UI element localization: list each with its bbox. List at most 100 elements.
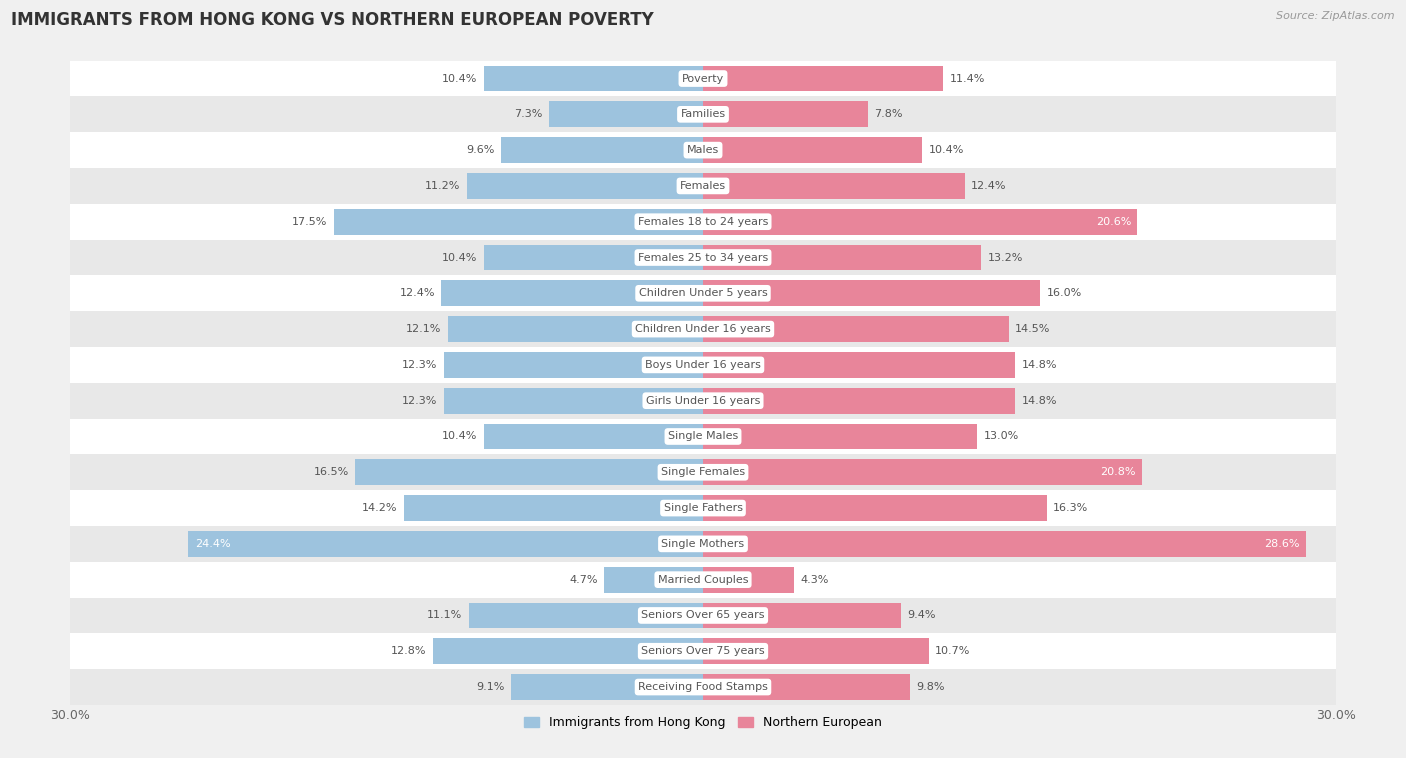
Text: 20.6%: 20.6% xyxy=(1095,217,1130,227)
Bar xyxy=(70,383,1336,418)
Text: Females 25 to 34 years: Females 25 to 34 years xyxy=(638,252,768,262)
Text: 14.8%: 14.8% xyxy=(1021,360,1057,370)
Bar xyxy=(404,495,703,521)
Text: Married Couples: Married Couples xyxy=(658,575,748,584)
Text: 4.7%: 4.7% xyxy=(569,575,598,584)
Text: 11.2%: 11.2% xyxy=(425,181,461,191)
Text: Receiving Food Stamps: Receiving Food Stamps xyxy=(638,682,768,692)
Bar xyxy=(703,102,868,127)
Text: Males: Males xyxy=(688,145,718,155)
Bar xyxy=(70,597,1336,634)
Bar xyxy=(703,173,965,199)
Text: Single Males: Single Males xyxy=(668,431,738,441)
Text: 10.4%: 10.4% xyxy=(441,431,478,441)
Text: Poverty: Poverty xyxy=(682,74,724,83)
Bar xyxy=(703,316,1010,342)
Text: 20.8%: 20.8% xyxy=(1099,467,1136,478)
Bar xyxy=(703,245,981,271)
Bar xyxy=(70,275,1336,312)
Bar xyxy=(703,352,1015,377)
Text: Seniors Over 75 years: Seniors Over 75 years xyxy=(641,647,765,656)
Bar xyxy=(703,280,1040,306)
Legend: Immigrants from Hong Kong, Northern European: Immigrants from Hong Kong, Northern Euro… xyxy=(519,711,887,735)
Bar xyxy=(188,531,703,556)
Bar xyxy=(703,208,1137,235)
Text: 12.1%: 12.1% xyxy=(406,324,441,334)
Bar xyxy=(70,562,1336,597)
Text: IMMIGRANTS FROM HONG KONG VS NORTHERN EUROPEAN POVERTY: IMMIGRANTS FROM HONG KONG VS NORTHERN EU… xyxy=(11,11,654,30)
Bar xyxy=(484,424,703,449)
Text: 16.3%: 16.3% xyxy=(1053,503,1088,513)
Text: 16.5%: 16.5% xyxy=(314,467,349,478)
Bar xyxy=(501,137,703,163)
Text: 4.3%: 4.3% xyxy=(800,575,828,584)
Bar xyxy=(703,424,977,449)
Bar xyxy=(484,245,703,271)
Bar xyxy=(70,526,1336,562)
Text: 7.3%: 7.3% xyxy=(515,109,543,119)
Bar xyxy=(703,388,1015,414)
Text: 11.4%: 11.4% xyxy=(950,74,986,83)
Bar xyxy=(441,280,703,306)
Text: 24.4%: 24.4% xyxy=(195,539,231,549)
Bar xyxy=(703,495,1046,521)
Bar xyxy=(449,316,703,342)
Bar xyxy=(703,137,922,163)
Text: Girls Under 16 years: Girls Under 16 years xyxy=(645,396,761,406)
Text: 16.0%: 16.0% xyxy=(1046,288,1083,299)
Text: 14.2%: 14.2% xyxy=(361,503,398,513)
Bar xyxy=(444,352,703,377)
Text: 9.4%: 9.4% xyxy=(908,610,936,621)
Text: 12.4%: 12.4% xyxy=(972,181,1007,191)
Text: Boys Under 16 years: Boys Under 16 years xyxy=(645,360,761,370)
Bar xyxy=(354,459,703,485)
Text: Single Fathers: Single Fathers xyxy=(664,503,742,513)
Bar xyxy=(70,418,1336,454)
Text: 12.3%: 12.3% xyxy=(402,396,437,406)
Bar xyxy=(512,674,703,700)
Text: 12.8%: 12.8% xyxy=(391,647,427,656)
Text: Single Mothers: Single Mothers xyxy=(661,539,745,549)
Bar xyxy=(70,240,1336,275)
Text: 12.3%: 12.3% xyxy=(402,360,437,370)
Bar xyxy=(444,388,703,414)
Bar xyxy=(70,634,1336,669)
Text: 10.4%: 10.4% xyxy=(441,74,478,83)
Bar xyxy=(703,66,943,92)
Text: 7.8%: 7.8% xyxy=(873,109,903,119)
Text: 9.8%: 9.8% xyxy=(917,682,945,692)
Text: 14.5%: 14.5% xyxy=(1015,324,1050,334)
Bar xyxy=(433,638,703,664)
Text: Children Under 16 years: Children Under 16 years xyxy=(636,324,770,334)
Text: Families: Families xyxy=(681,109,725,119)
Text: Females: Females xyxy=(681,181,725,191)
Bar xyxy=(467,173,703,199)
Text: 9.6%: 9.6% xyxy=(465,145,495,155)
Bar xyxy=(70,168,1336,204)
Bar xyxy=(703,674,910,700)
Text: 28.6%: 28.6% xyxy=(1264,539,1299,549)
Bar xyxy=(703,638,929,664)
Text: 14.8%: 14.8% xyxy=(1021,396,1057,406)
Bar xyxy=(484,66,703,92)
Text: 17.5%: 17.5% xyxy=(292,217,328,227)
Text: 10.7%: 10.7% xyxy=(935,647,970,656)
Text: 12.4%: 12.4% xyxy=(399,288,436,299)
Text: 11.1%: 11.1% xyxy=(427,610,463,621)
Text: Children Under 5 years: Children Under 5 years xyxy=(638,288,768,299)
Text: 10.4%: 10.4% xyxy=(929,145,965,155)
Bar xyxy=(70,454,1336,490)
Text: Source: ZipAtlas.com: Source: ZipAtlas.com xyxy=(1277,11,1395,21)
Bar xyxy=(70,204,1336,240)
Bar xyxy=(70,96,1336,132)
Bar xyxy=(470,603,703,628)
Text: Females 18 to 24 years: Females 18 to 24 years xyxy=(638,217,768,227)
Bar xyxy=(703,459,1142,485)
Text: Single Females: Single Females xyxy=(661,467,745,478)
Bar xyxy=(703,567,793,593)
Bar xyxy=(548,102,703,127)
Bar xyxy=(703,531,1306,556)
Text: 9.1%: 9.1% xyxy=(477,682,505,692)
Bar xyxy=(605,567,703,593)
Bar xyxy=(70,132,1336,168)
